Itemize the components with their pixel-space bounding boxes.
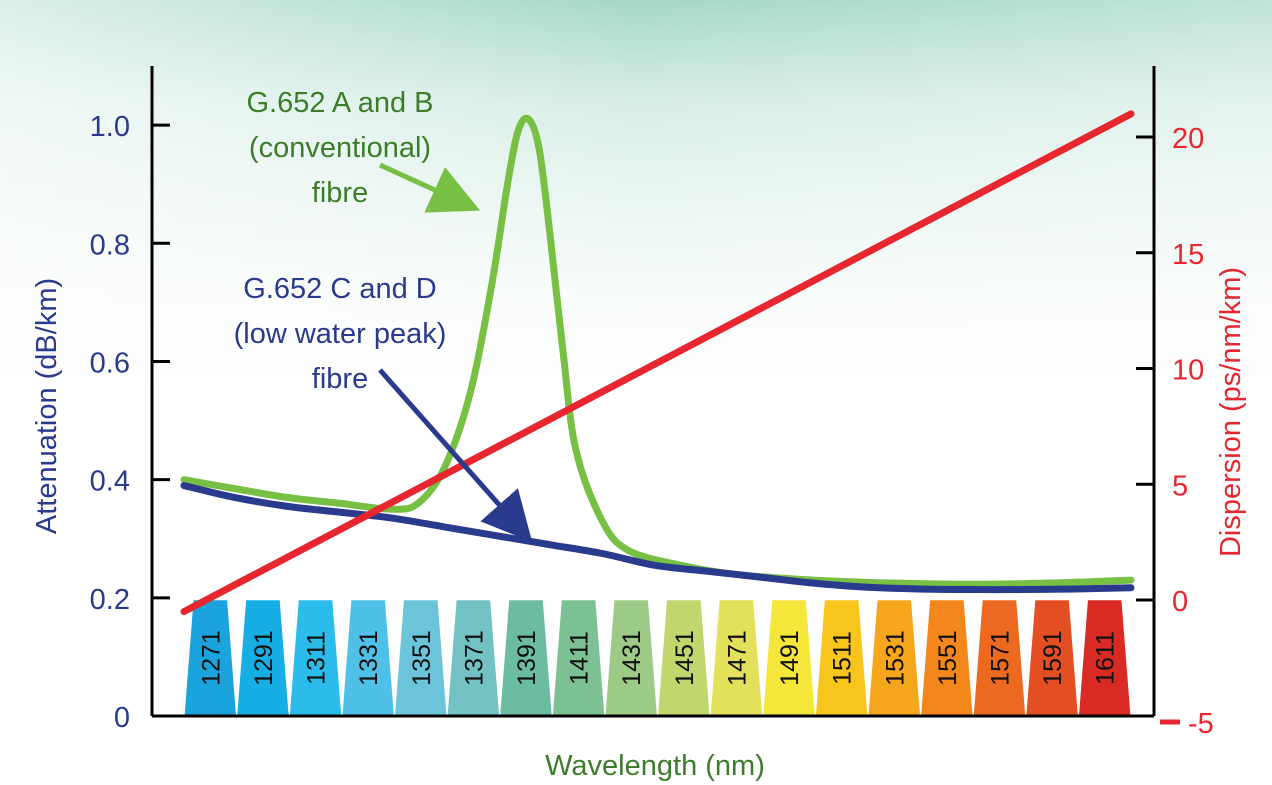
background-fade bbox=[0, 0, 1272, 420]
channel-label-1391: 1391 bbox=[513, 630, 541, 686]
channel-label-1451: 1451 bbox=[671, 630, 699, 686]
channel-label-1331: 1331 bbox=[355, 630, 383, 686]
annotation-cd-line: fibre bbox=[312, 363, 368, 395]
right-tick-label: -5 bbox=[1188, 708, 1214, 740]
annotation-ab-line: G.652 A and B bbox=[246, 87, 433, 119]
right-axis-ticks: -5 0 5 10 15 20 bbox=[1136, 123, 1214, 740]
channel-label-1571: 1571 bbox=[986, 630, 1014, 686]
left-tick-label: 0.8 bbox=[90, 229, 130, 261]
x-axis-title: Wavelength (nm) bbox=[545, 750, 765, 782]
channel-label-1431: 1431 bbox=[618, 630, 646, 686]
annotation-ab-line: fibre bbox=[312, 177, 368, 209]
series-line-dispersion bbox=[180, 110, 1135, 616]
right-tick-label: 15 bbox=[1172, 239, 1204, 271]
channel-label-1611: 1611 bbox=[1092, 631, 1120, 685]
channel-label-1511: 1511 bbox=[829, 631, 857, 685]
right-axis-title: Dispersion (ps/nm/km) bbox=[1215, 267, 1247, 557]
channel-label-1271: 1271 bbox=[197, 630, 225, 686]
series-line-g652-cd bbox=[180, 482, 1135, 594]
annotations: G.652 A and B (conventional) fibre G.652 C … bbox=[234, 87, 533, 543]
channel-label-1591: 1591 bbox=[1039, 630, 1067, 686]
channel-label-1291: 1291 bbox=[250, 630, 278, 686]
channel-label-1371: 1371 bbox=[460, 630, 488, 686]
channel-label-1411: 1411 bbox=[566, 631, 594, 685]
channel-label-1491: 1491 bbox=[776, 630, 804, 686]
series-lines bbox=[180, 110, 1135, 616]
channel-label-1551: 1551 bbox=[934, 630, 962, 686]
left-tick-label: 0 bbox=[114, 702, 130, 734]
annotation-cd-arrow bbox=[378, 368, 533, 543]
left-axis-ticks: 0 0.2 0.4 0.6 0.8 1.0 bbox=[90, 111, 170, 734]
channel-label-1531: 1531 bbox=[881, 630, 909, 686]
left-tick-label: 0.6 bbox=[90, 347, 130, 379]
right-tick-label: 5 bbox=[1172, 470, 1188, 502]
left-tick-label: 1.0 bbox=[90, 111, 130, 143]
cwdm-channels: 1271 1291 1311 1331 1351 1371 1391 1411 1431 1451… bbox=[184, 599, 1131, 717]
channel-label-1471: 1471 bbox=[723, 630, 751, 686]
annotation-ab-line: (conventional) bbox=[249, 132, 431, 164]
right-tick-label: 20 bbox=[1172, 123, 1204, 155]
channel-label-1311: 1311 bbox=[303, 631, 331, 685]
right-tick-label: 10 bbox=[1172, 355, 1204, 387]
annotation-ab-arrow bbox=[378, 162, 481, 213]
right-tick-label: 0 bbox=[1172, 586, 1188, 618]
channel-label-1351: 1351 bbox=[408, 630, 436, 686]
left-axis-title: Attenuation (dB/km) bbox=[31, 278, 63, 534]
annotation-cd-line: G.652 C and D bbox=[243, 273, 436, 305]
annotation-cd-line: (low water peak) bbox=[234, 318, 447, 350]
left-tick-label: 0.2 bbox=[90, 584, 130, 616]
left-tick-label: 0.4 bbox=[90, 466, 130, 498]
